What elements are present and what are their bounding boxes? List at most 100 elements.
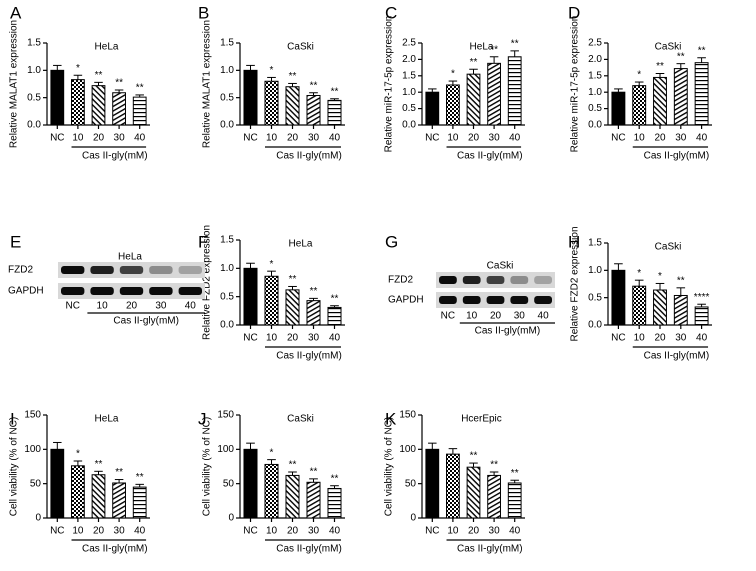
panel-label: G xyxy=(385,232,398,251)
significance-label: * xyxy=(637,268,641,279)
significance-label: ** xyxy=(289,460,297,471)
significance-label: ** xyxy=(490,460,498,471)
group-label: Cas II-gly(mM) xyxy=(457,151,523,162)
group-label: Cas II-gly(mM) xyxy=(644,151,710,162)
x-tick-label: NC xyxy=(50,133,64,144)
bar xyxy=(132,486,147,519)
significance-label: ** xyxy=(289,71,297,82)
error-bar xyxy=(614,263,623,271)
error-bar xyxy=(697,303,706,307)
y-tick-label: 0 xyxy=(228,513,234,524)
y-tick-label: 0.5 xyxy=(220,92,234,103)
y-tick-label: 150 xyxy=(399,410,416,421)
chart-title: HeLa xyxy=(95,414,119,425)
x-tick-label: 40 xyxy=(134,133,146,144)
blot-lane-label: 40 xyxy=(538,311,550,322)
y-tick-label: 2.5 xyxy=(588,38,602,49)
x-tick-label: 30 xyxy=(308,526,320,537)
chart-title: CaSki xyxy=(287,414,314,425)
significance-label: ** xyxy=(289,274,297,285)
error-bar xyxy=(114,479,124,483)
bar xyxy=(466,466,481,519)
error-bar xyxy=(655,73,665,78)
bar xyxy=(673,294,688,326)
error-bar xyxy=(114,89,124,93)
blot-lane-label: 30 xyxy=(514,311,526,322)
significance-label: * xyxy=(658,271,662,282)
significance-label: ** xyxy=(470,57,478,68)
error-bar xyxy=(469,68,478,75)
bar xyxy=(507,56,522,126)
bar xyxy=(50,448,65,519)
error-bar xyxy=(655,282,665,291)
x-tick-label: 10 xyxy=(72,526,84,537)
x-tick-label: NC xyxy=(50,526,64,537)
x-tick-label: 10 xyxy=(634,133,646,144)
error-bar xyxy=(448,80,458,85)
error-bar xyxy=(267,76,276,82)
error-bar xyxy=(267,270,276,277)
bar xyxy=(327,306,342,326)
blot-band xyxy=(510,296,529,304)
y-tick-label: 50 xyxy=(223,478,235,489)
blot-band xyxy=(90,287,114,295)
error-bar xyxy=(309,297,318,301)
error-bar xyxy=(510,479,519,483)
blot-lane-label: 30 xyxy=(155,301,167,312)
y-tick-label: 2.5 xyxy=(402,38,416,49)
x-tick-label: 10 xyxy=(634,333,646,344)
blot-band xyxy=(149,287,173,295)
y-tick-label: 0.0 xyxy=(588,320,602,331)
bar xyxy=(694,306,709,326)
y-tick-label: 100 xyxy=(217,444,234,455)
blot-band xyxy=(178,287,202,295)
y-tick-label: 1.5 xyxy=(588,70,602,81)
group-label: Cas II-gly(mM) xyxy=(113,316,179,327)
panel-label: A xyxy=(10,3,22,22)
x-tick-label: 20 xyxy=(654,333,666,344)
chart-title: CaSki xyxy=(655,242,682,253)
y-tick-label: 2.0 xyxy=(402,54,416,65)
panel-label: H xyxy=(568,232,580,251)
error-bar xyxy=(510,50,519,57)
error-bar xyxy=(288,471,297,476)
bar xyxy=(507,482,522,519)
significance-label: * xyxy=(270,259,274,270)
chart-title: HeLa xyxy=(289,239,313,250)
y-axis-label: Relative FZD2 expression xyxy=(570,226,581,341)
bar xyxy=(611,91,626,126)
error-bar xyxy=(697,57,706,63)
significance-label: * xyxy=(270,447,274,458)
significance-label: ** xyxy=(331,473,339,484)
error-bar xyxy=(246,262,255,269)
y-tick-label: 0.5 xyxy=(588,103,602,114)
y-tick-label: 0.0 xyxy=(588,120,602,131)
blot-band xyxy=(119,287,144,295)
x-tick-label: 30 xyxy=(675,333,687,344)
blot-title: CaSki xyxy=(487,261,514,272)
x-tick-label: 20 xyxy=(93,133,105,144)
x-tick-label: 30 xyxy=(489,133,501,144)
y-axis-label: Relative miR-17-5p expression xyxy=(570,16,581,153)
y-tick-label: 1.0 xyxy=(220,263,234,274)
y-axis-label: Cell viability (% of NC) xyxy=(9,417,20,516)
significance-label: ** xyxy=(511,468,519,479)
significance-label: * xyxy=(451,69,455,80)
bar xyxy=(327,99,342,126)
error-bar xyxy=(288,285,297,290)
bar xyxy=(425,448,440,519)
bar xyxy=(264,463,279,519)
bar xyxy=(653,289,667,326)
y-tick-label: 1.0 xyxy=(27,65,41,76)
significance-label: ** xyxy=(698,45,706,56)
significance-label: ** xyxy=(115,78,123,89)
group-label: Cas II-gly(mM) xyxy=(644,351,710,362)
y-tick-label: 1.5 xyxy=(27,38,41,49)
panel-label: C xyxy=(385,3,397,22)
y-tick-label: 1.0 xyxy=(402,87,416,98)
blot-band xyxy=(149,266,173,274)
y-axis-label: Relative miR-17-5p expression xyxy=(384,16,395,153)
bar xyxy=(285,289,300,326)
significance-label: ** xyxy=(656,61,664,72)
